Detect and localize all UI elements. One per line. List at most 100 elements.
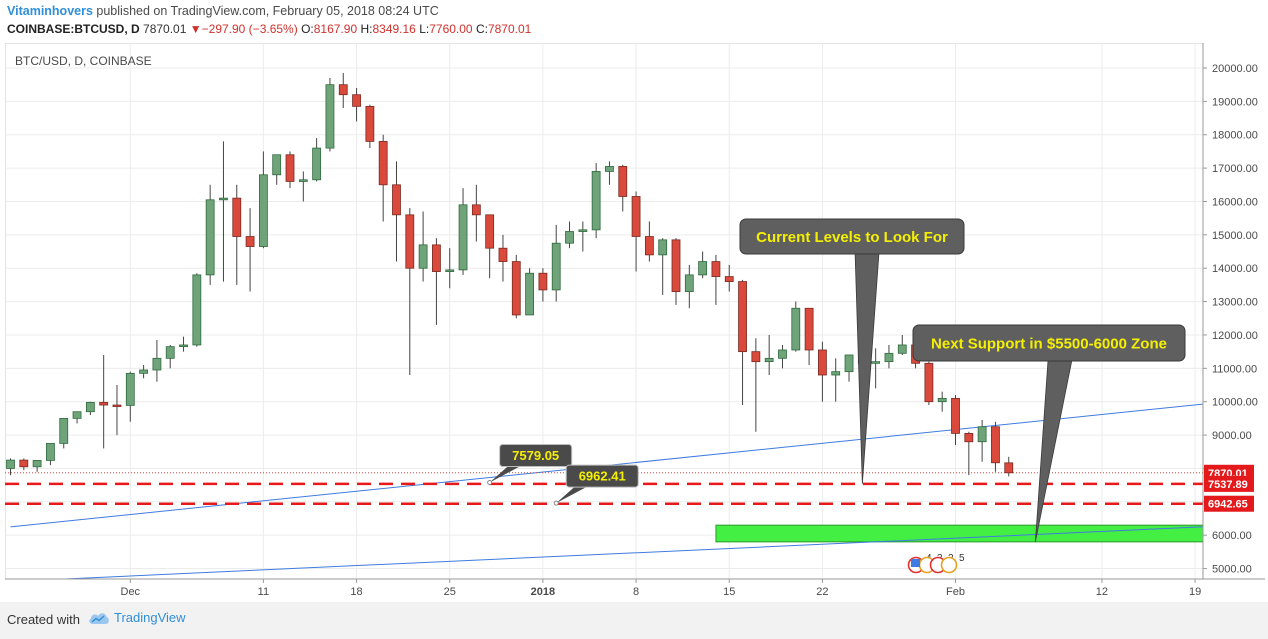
candle-body [511, 261, 521, 316]
publish-info: published on TradingView.com, February 0… [96, 4, 439, 18]
candle-body [871, 361, 881, 364]
candle-body [977, 426, 987, 443]
y-axis[interactable]: 5000.006000.007000.008000.009000.0010000… [1202, 43, 1265, 579]
candle-body [72, 411, 82, 419]
candle-body [179, 344, 188, 348]
chart-area[interactable]: BTC/USD, D, COINBASE 7579.05 6962.41 Curr… [4, 42, 1268, 600]
candle-body [818, 349, 827, 376]
candle-body [352, 94, 361, 107]
candle-body [365, 105, 375, 142]
candle-body [139, 369, 149, 374]
candle-body [618, 166, 628, 197]
price-tag-label: 6942.65 [1208, 499, 1248, 511]
y-tick-label: 11000.00 [1212, 363, 1257, 375]
grid-lines [5, 43, 1203, 579]
footer: Created with TradingView [0, 602, 1268, 639]
event-marker-circle [940, 556, 958, 574]
candle-body [378, 141, 388, 186]
candle-body [631, 196, 641, 237]
trendline[interactable] [37, 523, 1268, 581]
trendline[interactable] [10, 396, 1268, 528]
candle-body [578, 229, 588, 232]
author-link[interactable]: Vitaminhovers [7, 4, 93, 18]
candle-body [125, 372, 135, 406]
candle-body [924, 362, 934, 403]
x-axis[interactable]: Dec 11 18 25 2018 8 15 22 Feb 12 19 [5, 578, 1265, 600]
candle-body [1004, 462, 1014, 474]
candle-body [964, 433, 974, 443]
candle-body [405, 214, 415, 269]
y-tick-label: 20000.00 [1212, 63, 1258, 75]
candle-body [471, 204, 481, 216]
price-tag: 6942.65 [1204, 495, 1254, 512]
candle-body [392, 184, 401, 216]
candle-body [698, 261, 708, 276]
candle-body [937, 397, 947, 403]
candle-body [432, 244, 441, 272]
callout[interactable]: Next Support in $5500-6000 Zone [912, 324, 1186, 542]
open-label: O: [301, 22, 314, 36]
y-tick-label: 13000.00 [1212, 297, 1258, 309]
tradingview-link[interactable]: TradingView [88, 610, 186, 625]
x-tick-label: 8 [633, 586, 639, 598]
x-tick-label: 25 [444, 586, 456, 598]
candle-body [778, 349, 787, 359]
close-label: C: [475, 22, 488, 36]
y-tick-label: 18000.00 [1212, 130, 1258, 142]
candle-body [272, 154, 282, 176]
point-anchor-dot [487, 479, 493, 485]
candle-body [485, 214, 495, 249]
price-tag-box [1204, 495, 1254, 512]
candle-body [498, 247, 508, 262]
y-tick-label: 19000.00 [1212, 96, 1258, 108]
price-chart[interactable]: BTC/USD, D, COINBASE 7579.05 6962.41 Curr… [4, 42, 1268, 600]
price-tag-box [1204, 475, 1254, 492]
candle-body [791, 307, 801, 351]
x-tick-label: 11 [258, 586, 269, 598]
candle-body [551, 242, 561, 291]
candle-body [258, 174, 268, 247]
y-tick-label: 5000.00 [1212, 564, 1252, 576]
x-tick-label: 22 [816, 586, 828, 598]
price-tag-label: 7537.89 [1208, 479, 1248, 491]
price-point-label: 7579.05 [487, 443, 573, 485]
publish-line: Vitaminhovers published on TradingView.c… [7, 4, 439, 18]
tradingview-brand-text: TradingView [114, 610, 186, 625]
x-tick-label: 15 [723, 586, 735, 598]
candle-body [6, 459, 15, 469]
candle-body [112, 404, 122, 407]
callout-box [739, 218, 965, 255]
tradingview-cloud-icon [89, 612, 109, 624]
down-triangle-icon: ▼ [189, 22, 202, 36]
candle-body [458, 204, 468, 271]
point-anchor-dot [553, 500, 559, 506]
y-tick-label: 14000.00 [1212, 263, 1258, 275]
candle-body [751, 351, 761, 363]
candle-body [991, 426, 1000, 464]
candle-body [338, 84, 348, 96]
point-label-text: 7579.05 [512, 448, 559, 463]
last-price: 7870.01 [143, 22, 187, 36]
event-marker-count: 5 [959, 553, 965, 564]
x-tick-label: 12 [1096, 586, 1108, 598]
event-marker[interactable]: 5 [940, 553, 966, 574]
candle-body [418, 244, 428, 269]
price-tag: 7537.89 [1204, 475, 1254, 492]
callout[interactable]: Current Levels to Look For [739, 218, 965, 484]
candle-body [99, 401, 109, 406]
candle-body [724, 276, 734, 282]
candle-body [764, 357, 774, 363]
candle-body [684, 274, 694, 292]
candle-body [671, 239, 681, 292]
candle-body [591, 171, 601, 231]
y-tick-label: 6000.00 [1212, 530, 1252, 542]
low-value: 7760.00 [429, 22, 473, 36]
high-value: 8349.16 [372, 22, 416, 36]
callout-box [912, 324, 1186, 362]
candle-body [658, 239, 668, 256]
candle-body [46, 443, 55, 461]
chart-header: Vitaminhovers published on TradingView.c… [0, 0, 1268, 40]
flag-icon [911, 559, 920, 567]
price-change: −297.90 (−3.65%) [201, 22, 298, 36]
price-point-label: 6962.41 [553, 464, 639, 506]
